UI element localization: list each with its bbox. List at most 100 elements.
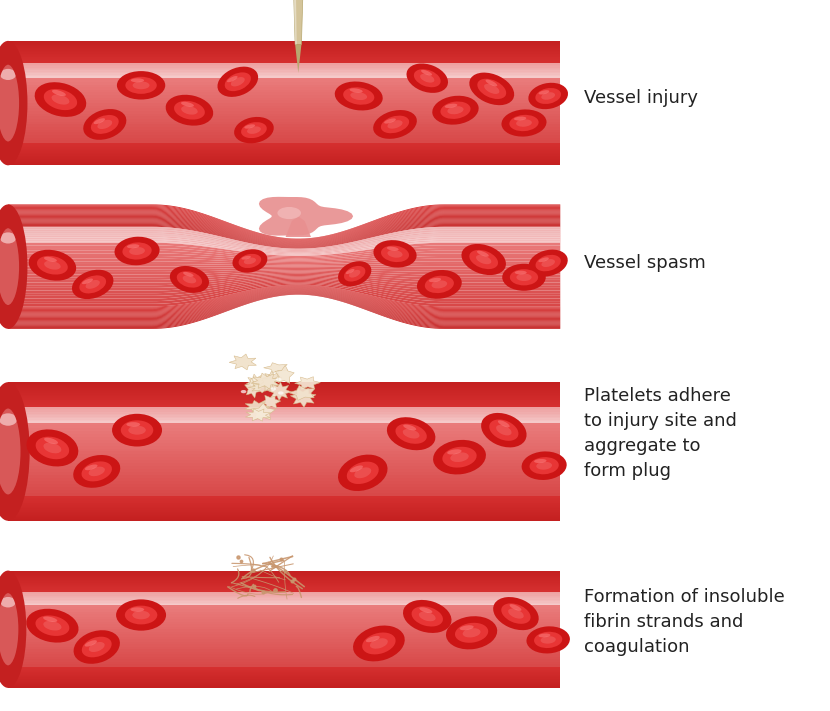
Bar [8, 396, 560, 397]
Ellipse shape [529, 250, 568, 277]
Ellipse shape [225, 73, 251, 91]
Bar [8, 457, 560, 460]
Ellipse shape [127, 245, 139, 248]
Ellipse shape [85, 640, 97, 646]
Bar [8, 387, 560, 388]
Bar [8, 449, 560, 451]
Bar [8, 493, 560, 496]
Bar [8, 156, 560, 157]
Ellipse shape [43, 616, 57, 622]
Ellipse shape [44, 261, 61, 269]
Polygon shape [8, 290, 560, 320]
Bar [8, 122, 560, 124]
Ellipse shape [429, 278, 442, 282]
Polygon shape [8, 251, 560, 261]
Ellipse shape [370, 638, 388, 648]
Bar [8, 414, 560, 415]
Ellipse shape [0, 227, 21, 306]
Ellipse shape [535, 88, 561, 104]
Polygon shape [8, 294, 560, 327]
Bar [8, 76, 560, 77]
Bar [8, 422, 560, 423]
Bar [8, 510, 560, 512]
Bar [8, 647, 560, 649]
Bar [8, 649, 560, 652]
Polygon shape [8, 213, 560, 242]
Polygon shape [8, 288, 560, 316]
Bar [8, 90, 560, 92]
Bar [8, 597, 560, 599]
Bar [8, 518, 560, 519]
Bar [8, 466, 560, 469]
Polygon shape [8, 229, 560, 250]
Ellipse shape [510, 269, 538, 285]
Bar [8, 443, 560, 446]
Polygon shape [8, 264, 560, 267]
Ellipse shape [133, 82, 149, 89]
Polygon shape [246, 409, 271, 421]
Bar [8, 45, 560, 46]
Bar [8, 515, 560, 517]
Bar [8, 418, 560, 420]
Ellipse shape [28, 250, 76, 281]
Polygon shape [8, 226, 560, 249]
Polygon shape [8, 217, 560, 245]
Bar [8, 75, 560, 76]
Polygon shape [8, 291, 560, 321]
Bar [8, 132, 560, 135]
Bar [8, 460, 560, 464]
Text: Formation of insoluble
fibrin strands and
coagulation: Formation of insoluble fibrin strands an… [584, 588, 785, 656]
Bar [8, 504, 560, 505]
Ellipse shape [36, 437, 69, 459]
Polygon shape [247, 374, 265, 391]
Ellipse shape [433, 440, 486, 474]
Ellipse shape [460, 625, 474, 630]
Bar [8, 509, 560, 510]
Bar [8, 501, 560, 502]
Ellipse shape [539, 634, 550, 637]
Ellipse shape [508, 609, 524, 619]
Ellipse shape [510, 115, 539, 131]
Bar [8, 401, 560, 402]
Ellipse shape [432, 96, 479, 124]
Polygon shape [8, 227, 560, 250]
Ellipse shape [516, 274, 531, 281]
Ellipse shape [384, 119, 396, 124]
Ellipse shape [242, 373, 248, 377]
Bar [8, 513, 560, 514]
Ellipse shape [36, 616, 70, 636]
Bar [8, 409, 560, 410]
Bar [8, 62, 560, 63]
Polygon shape [8, 241, 560, 256]
Polygon shape [8, 279, 560, 296]
Ellipse shape [510, 604, 521, 611]
Bar [8, 422, 560, 425]
Polygon shape [286, 216, 311, 237]
Ellipse shape [44, 257, 57, 262]
Ellipse shape [181, 106, 198, 114]
Bar [8, 85, 560, 87]
Ellipse shape [117, 71, 165, 100]
Ellipse shape [129, 426, 146, 434]
Polygon shape [8, 290, 560, 319]
Bar [8, 407, 560, 409]
Bar [8, 100, 560, 103]
Bar [8, 472, 560, 475]
Polygon shape [290, 388, 316, 407]
Polygon shape [8, 272, 560, 282]
Bar [8, 42, 560, 43]
Polygon shape [8, 267, 560, 269]
Polygon shape [8, 293, 560, 326]
Bar [8, 108, 560, 111]
Bar [8, 404, 560, 405]
Bar [8, 68, 560, 69]
Bar [8, 111, 560, 114]
Ellipse shape [91, 115, 119, 134]
Polygon shape [8, 225, 560, 248]
Bar [8, 621, 560, 624]
Bar [8, 152, 560, 153]
Bar [8, 153, 560, 154]
Ellipse shape [37, 256, 68, 274]
Bar [8, 594, 560, 596]
Ellipse shape [350, 92, 367, 100]
